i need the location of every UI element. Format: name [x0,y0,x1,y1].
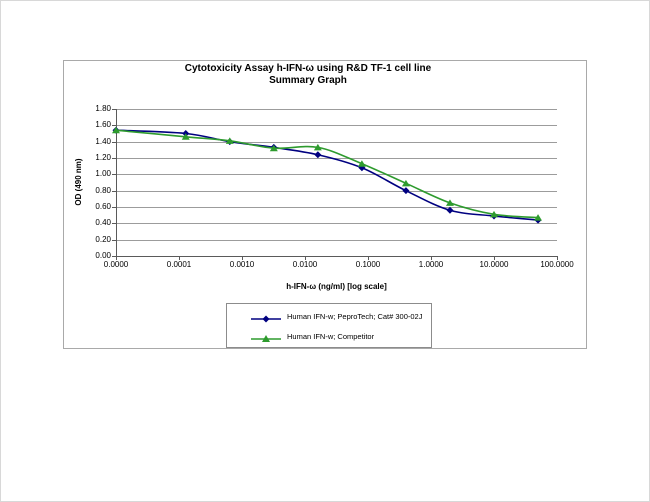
triangle-marker-data-point [269,144,278,152]
triangle-marker-data-point [112,126,120,134]
series-line-competitor [115,129,539,219]
x-tick-label: 0.1000 [355,260,381,269]
x-tick-label: 10.0000 [479,260,509,269]
legend-label-peprotech: Human IFN-w; PeproTech; Cat# 300-02J [287,311,423,321]
legend-diamond-marker-icon [251,311,281,323]
legend-label-competitor: Human IFN-w; Competitor [287,331,375,341]
x-tick-label: 0.0000 [103,260,129,269]
legend-marker-glyph [251,315,281,323]
triangle-marker-data-point [490,210,498,218]
y-tick-label: 1.40 [95,137,111,146]
y-tick-label: 0.20 [95,235,111,244]
chart-title-line2: Summary Graph [269,75,347,86]
diamond-marker-data-point [402,187,410,195]
diamond-icon [262,315,270,323]
legend-marker-glyph [251,335,281,342]
y-tick-label: 0.00 [95,251,111,260]
triangle-marker-data-point [313,143,322,151]
x-axis-title: h-IFN-ω (ng/ml) [log scale] [286,282,387,291]
y-tick-label: 0.40 [95,218,111,227]
triangle-marker-data-point [401,179,410,187]
chart-frame [63,60,587,349]
y-tick-label: 1.80 [95,104,111,113]
triangle-marker-data-point [534,214,543,221]
chart-title-line1: Cytotoxicity Assay h-IFN-ω using R&D TF-… [184,63,432,74]
series-line-peprotech [115,129,539,221]
diamond-marker-data-point [446,206,454,214]
x-tick-label: 100.0000 [540,260,574,269]
y-tick-label: 1.00 [95,169,111,178]
triangle-marker-data-point [181,133,190,140]
triangle-marker-data-point [225,137,234,144]
y-tick-label: 1.60 [95,120,111,129]
legend-item-competitor: Human IFN-w; Competitor [251,330,374,342]
legend-triangle-marker-icon [251,331,281,342]
legend-box: Human IFN-w; PeproTech; Cat# 300-02J Hum… [226,303,432,348]
triangle-marker-data-point [445,199,454,206]
x-tick-label: 0.0001 [166,260,192,269]
x-tick-label: 0.0010 [229,260,255,269]
y-tick-label: 0.60 [95,202,111,211]
diamond-marker-data-point [314,151,322,159]
y-tick-label: 0.80 [95,186,111,195]
triangle-icon [262,335,270,342]
x-tick-label: 1.0000 [418,260,444,269]
y-tick-label: 1.20 [95,153,111,162]
triangle-marker-data-point [357,160,366,167]
legend-item-peprotech: Human IFN-w; PeproTech; Cat# 300-02J [251,310,423,323]
chart-title: Cytotoxicity Assay h-IFN-ω using R&D TF-… [63,63,553,87]
x-tick-label: 0.0100 [292,260,318,269]
